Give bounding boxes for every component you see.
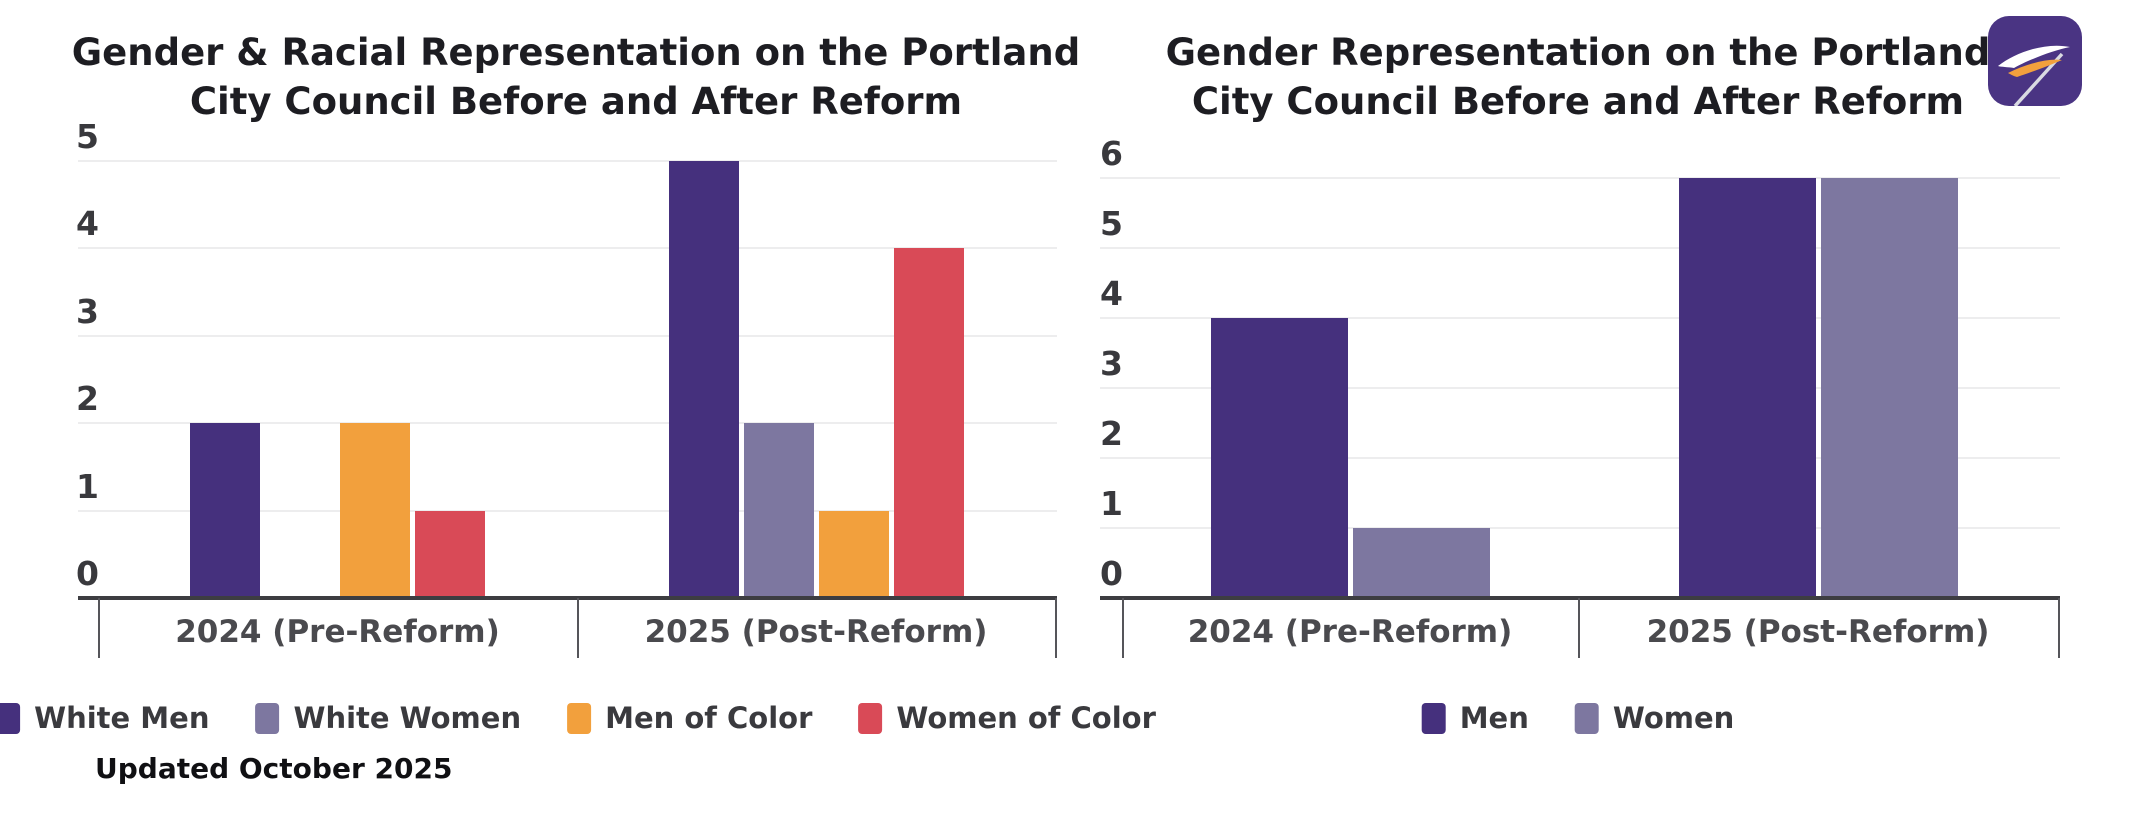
legend-label: Women bbox=[1612, 701, 1735, 735]
category-boundary-tick bbox=[98, 598, 100, 658]
left-chart-title-line2: City Council Before and After Reform bbox=[189, 80, 963, 123]
y-axis-tick-label: 0 bbox=[1100, 554, 1123, 593]
legend-swatch bbox=[858, 702, 883, 734]
gridline bbox=[1100, 457, 2060, 459]
legend-label: Women of Color bbox=[896, 701, 1156, 735]
gridline bbox=[78, 334, 1057, 337]
right-chart-legend: Men Women bbox=[1421, 701, 1735, 735]
legend-item: Women bbox=[1574, 701, 1735, 735]
gridline bbox=[1100, 317, 2060, 319]
gridline bbox=[78, 509, 1057, 512]
x-axis-category-label: 2024 (Pre-Reform) bbox=[175, 614, 500, 650]
legend-swatch bbox=[255, 702, 280, 734]
legend-item: Women of Color bbox=[858, 701, 1156, 735]
y-axis-tick-label: 4 bbox=[76, 204, 99, 244]
gridline bbox=[1100, 247, 2060, 249]
category-boundary-tick bbox=[577, 598, 579, 658]
legend-item: Men of Color bbox=[567, 701, 812, 735]
gridline bbox=[1100, 527, 2060, 529]
updated-date-note: Updated October 2025 bbox=[95, 752, 453, 785]
y-axis-tick-label: 5 bbox=[1100, 204, 1123, 243]
y-axis-tick-label: 1 bbox=[1100, 484, 1123, 523]
bar bbox=[893, 248, 964, 598]
gridline bbox=[78, 422, 1057, 425]
bar bbox=[1210, 318, 1348, 598]
category-boundary-tick bbox=[1122, 598, 1124, 658]
legend-label: Men bbox=[1459, 701, 1529, 735]
legend-swatch bbox=[567, 702, 592, 734]
legend-label: White Women bbox=[293, 701, 522, 735]
category-boundary-tick bbox=[2058, 598, 2060, 658]
x-axis-category-label: 2025 (Post-Reform) bbox=[1646, 614, 1990, 650]
category-boundary-tick bbox=[1578, 598, 1580, 658]
brand-logo-icon bbox=[1988, 16, 2082, 106]
bar bbox=[668, 161, 739, 598]
bar bbox=[415, 510, 485, 598]
x-axis-line bbox=[1100, 596, 2060, 600]
y-axis-tick-label: 0 bbox=[76, 554, 99, 593]
x-axis-category-label: 2024 (Pre-Reform) bbox=[1187, 614, 1513, 650]
right-chart-title-line2: City Council Before and After Reform bbox=[1191, 80, 1965, 123]
y-axis-tick-label: 2 bbox=[1100, 414, 1123, 453]
bar bbox=[340, 423, 410, 598]
bar bbox=[1678, 178, 1816, 598]
left-chart-title-line1: Gender & Racial Representation on the Po… bbox=[71, 31, 1081, 74]
y-axis-tick-label: 5 bbox=[76, 117, 99, 156]
legend-item: White Women bbox=[255, 701, 521, 735]
y-axis-tick-label: 6 bbox=[1100, 134, 1123, 173]
x-axis-category-label: 2025 (Post-Reform) bbox=[644, 614, 988, 650]
gridline bbox=[1100, 387, 2060, 389]
y-axis-tick-label: 3 bbox=[1100, 344, 1123, 383]
y-axis-tick-label: 1 bbox=[76, 466, 99, 506]
bar bbox=[818, 510, 889, 598]
left-chart-legend: White Men White Women Men of Color Women of… bbox=[0, 701, 1156, 735]
bar bbox=[1820, 178, 1958, 598]
legend-label: White Men bbox=[34, 701, 210, 735]
gridline bbox=[78, 160, 1057, 162]
y-axis-tick-label: 3 bbox=[76, 291, 99, 331]
legend-swatch bbox=[0, 702, 21, 734]
gridline bbox=[78, 247, 1057, 250]
y-axis-tick-label: 2 bbox=[76, 379, 99, 419]
category-boundary-tick bbox=[1055, 598, 1057, 658]
bar bbox=[1352, 528, 1490, 598]
right-chart-title-line1: Gender Representation on the Portland bbox=[1165, 31, 1991, 74]
bar bbox=[743, 423, 814, 598]
legend-swatch bbox=[1574, 702, 1599, 734]
legend-swatch bbox=[1421, 702, 1446, 734]
bar bbox=[190, 423, 260, 598]
legend-item: Men bbox=[1421, 701, 1529, 735]
y-axis-tick-label: 4 bbox=[1100, 274, 1123, 313]
gridline bbox=[1100, 177, 2060, 179]
legend-label: Men of Color bbox=[605, 701, 813, 735]
x-axis-line bbox=[78, 596, 1057, 600]
legend-item: White Men bbox=[0, 701, 209, 735]
